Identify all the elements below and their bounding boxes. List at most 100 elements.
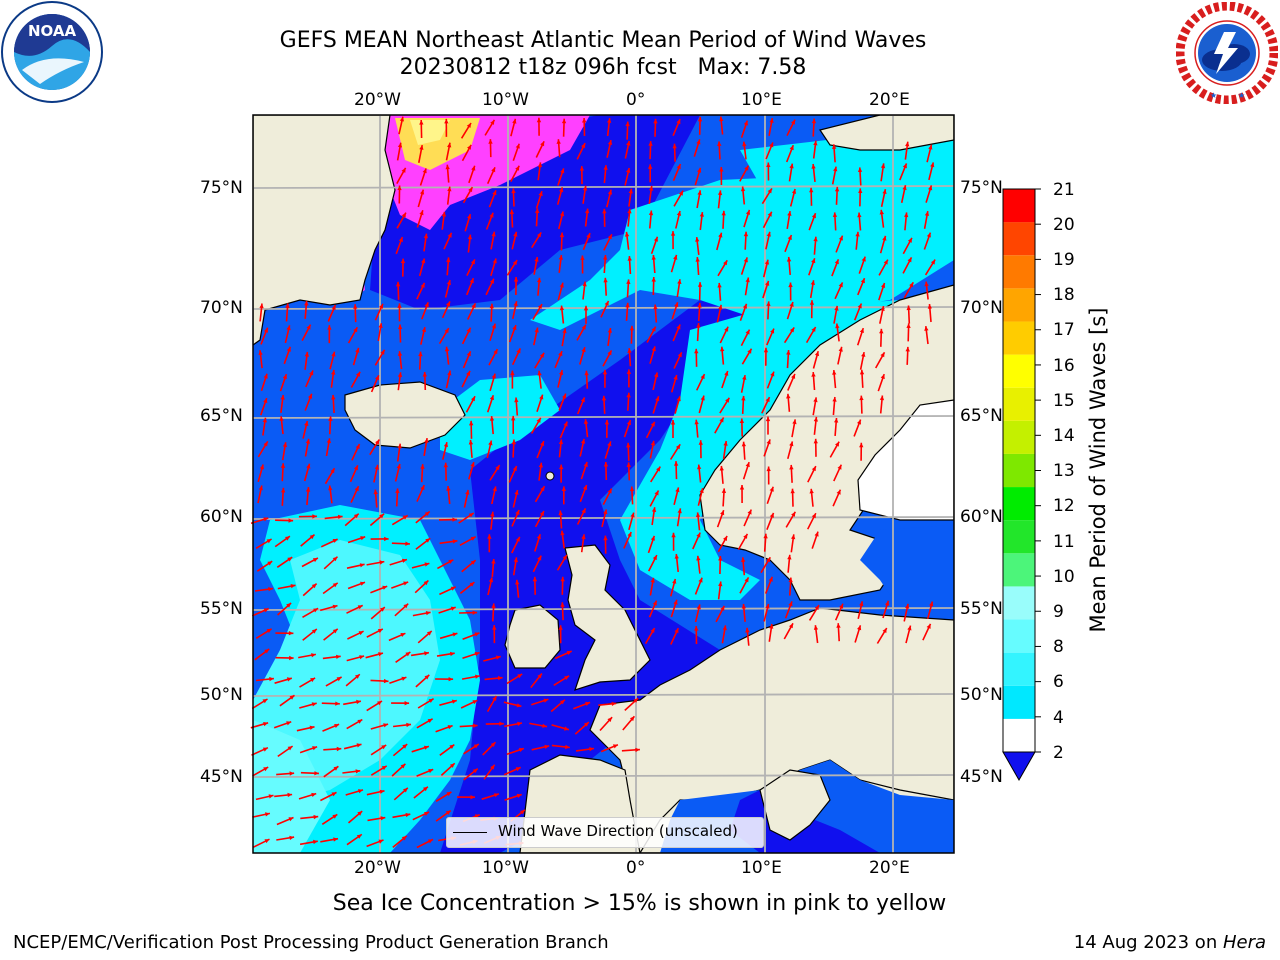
- wind-wave-arrowhead: [468, 439, 474, 445]
- wind-wave-arrowhead: [333, 837, 338, 842]
- wind-wave-arrowhead: [337, 514, 343, 519]
- wind-wave-arrowhead: [747, 348, 752, 354]
- wind-wave-arrowhead: [674, 461, 679, 466]
- wind-wave-arrowhead: [265, 812, 270, 817]
- wind-wave-arrowhead: [905, 346, 910, 352]
- wind-wave-arrowhead: [603, 255, 608, 260]
- wind-wave-arrowhead: [306, 463, 311, 469]
- wind-wave-arrowhead: [607, 140, 613, 145]
- wind-wave-arrowhead: [789, 623, 793, 629]
- wind-wave-arrowhead: [446, 301, 450, 307]
- wind-wave-arrowhead: [377, 701, 382, 706]
- wind-wave-arrowhead: [360, 536, 366, 541]
- ocean-6-8s-west: [253, 540, 440, 800]
- colorbar-segment: [1003, 453, 1035, 488]
- wind-wave-arrowhead: [441, 211, 447, 217]
- wind-wave-arrowhead: [489, 303, 494, 309]
- wind-wave-arrowhead: [560, 576, 565, 582]
- wind-wave-arrowhead: [424, 511, 430, 516]
- wind-wave-arrowhead: [769, 624, 774, 629]
- wind-wave-arrowhead: [602, 369, 608, 375]
- wind-wave-arrowhead: [626, 369, 632, 374]
- wind-wave-arrowhead: [787, 554, 792, 560]
- wind-wave-arrowhead: [612, 744, 618, 749]
- wind-wave-arrowhead: [861, 352, 866, 357]
- wind-wave-arrowhead: [559, 211, 565, 217]
- wind-wave-arrowhead: [672, 578, 677, 584]
- wind-wave-arrowhead: [383, 723, 389, 728]
- colorbar-tick-14: 14: [1053, 426, 1075, 446]
- noaa-logo: NOAA: [1, 1, 103, 103]
- wind-wave-arrowhead: [650, 440, 656, 446]
- wind-wave-arrowhead: [717, 141, 722, 146]
- chart-title-line2: 20230812 t18z 096h fcst Max: 7.58: [399, 55, 807, 80]
- wind-wave-arrowhead: [766, 439, 771, 445]
- wind-wave-arrowhead: [603, 462, 609, 467]
- wind-wave-arrowhead: [560, 699, 565, 705]
- wind-wave-arrowhead: [589, 747, 594, 752]
- wind-wave-arrowhead: [332, 814, 338, 819]
- wind-wave-arrowhead: [720, 605, 725, 611]
- wind-wave-arrowhead: [262, 417, 267, 423]
- wind-wave-arrowhead: [374, 464, 379, 470]
- colorbar-segment: [1003, 420, 1035, 454]
- wind-wave-arrowhead: [697, 190, 702, 196]
- wind-wave-arrowhead: [883, 259, 888, 265]
- wind-wave-arrowhead: [401, 676, 407, 681]
- wind-wave-arrowhead: [513, 231, 518, 237]
- wind-wave-arrowhead: [401, 167, 406, 173]
- wind-wave-arrowhead: [353, 513, 359, 519]
- wind-wave-arrowhead: [380, 816, 386, 821]
- wind-wave-arrowhead: [559, 232, 565, 238]
- wind-wave-arrowhead: [677, 352, 682, 358]
- colorbar-tick-12: 12: [1053, 496, 1075, 516]
- wind-wave-arrowhead: [311, 629, 317, 634]
- wind-wave-arrowhead: [381, 745, 387, 750]
- wind-wave-arrowhead: [581, 143, 586, 149]
- wind-wave-arrowhead: [626, 140, 631, 146]
- wind-wave-arrowhead: [358, 789, 363, 794]
- wind-wave-arrowhead: [446, 257, 451, 263]
- wind-wave-arrowhead: [566, 651, 572, 655]
- wind-wave-arrowhead: [629, 486, 635, 492]
- lat-label-right-60n: 60°N: [960, 507, 1003, 527]
- wind-wave-arrowhead: [811, 372, 816, 377]
- wind-wave-arrowhead: [473, 723, 478, 728]
- wind-wave-arrowhead: [515, 579, 520, 585]
- wind-wave-arrowhead: [724, 371, 729, 376]
- wind-wave-arrowhead: [400, 763, 406, 769]
- wind-wave-arrowhead: [326, 438, 331, 444]
- wind-wave-arrowhead: [474, 632, 480, 637]
- wind-wave-arrowhead: [860, 278, 865, 284]
- wind-wave-arrowhead: [313, 814, 319, 820]
- wind-wave-arrowhead: [676, 164, 681, 170]
- wind-wave-arrowhead: [766, 466, 771, 472]
- wind-wave-arrowhead: [676, 324, 681, 330]
- ice-caption: Sea Ice Concentration > 15% is shown in …: [332, 891, 947, 916]
- wind-wave-arrowhead: [357, 811, 363, 816]
- colorbar-extension: [1002, 751, 1036, 782]
- wind-wave-arrowhead: [379, 560, 385, 565]
- legend-line-swatch: [453, 832, 487, 833]
- wind-wave-arrowhead: [635, 747, 640, 753]
- wind-wave-arrowhead: [311, 583, 317, 589]
- wind-wave-arrowhead: [447, 725, 453, 730]
- wind-wave-arrowhead: [837, 464, 842, 470]
- wind-wave-arrowhead: [861, 256, 866, 262]
- wind-wave-arrowhead: [694, 419, 699, 425]
- wind-wave-arrowhead: [697, 464, 702, 470]
- wind-wave-arrowhead: [813, 416, 818, 422]
- wind-wave-arrowhead: [512, 325, 517, 331]
- wind-wave-arrowhead: [258, 485, 263, 491]
- wind-wave-arrowhead: [788, 282, 793, 288]
- lon-label-bottom-10e: 10°E: [741, 858, 782, 878]
- wind-wave-arrowhead: [474, 651, 480, 656]
- wind-wave-arrowhead: [813, 236, 818, 242]
- wind-wave-arrowhead: [511, 188, 516, 194]
- wind-wave-arrowhead: [286, 721, 292, 726]
- wind-wave-arrowhead: [512, 260, 518, 266]
- wind-wave-arrowhead: [699, 212, 704, 217]
- wind-wave-arrowhead: [561, 118, 567, 124]
- wind-wave-arrowhead: [332, 556, 338, 562]
